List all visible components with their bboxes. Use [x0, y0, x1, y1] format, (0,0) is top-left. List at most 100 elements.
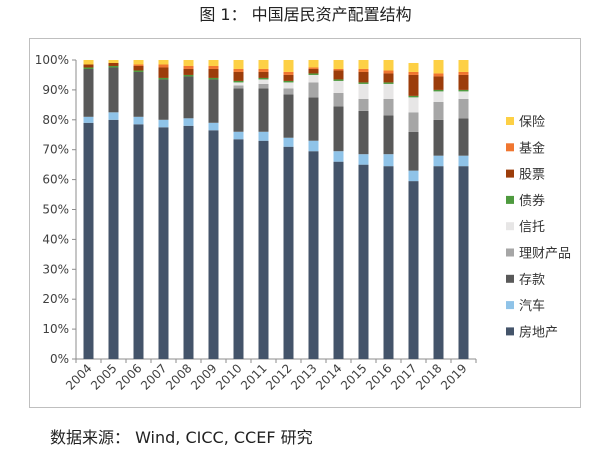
y-tick-label: 100% [35, 53, 69, 67]
bar-segment [83, 67, 94, 69]
bar-segment [83, 116, 94, 123]
bar-segment [458, 89, 469, 92]
bar-segment [358, 68, 369, 72]
bar-segment [133, 64, 144, 66]
x-tick-label: 2014 [313, 361, 344, 392]
bar-segment [383, 154, 394, 167]
legend-swatch [506, 117, 514, 125]
bar-segment [433, 91, 444, 102]
x-tick-label: 2005 [88, 361, 119, 392]
y-tick-label: 60% [42, 173, 69, 187]
bar-segment [458, 98, 469, 119]
x-tick-label: 2019 [438, 361, 469, 392]
legend-swatch [506, 169, 514, 178]
x-tick-label: 2007 [138, 361, 169, 392]
bar-segment [458, 166, 469, 359]
bar-segment [183, 76, 194, 119]
bar-segment [333, 92, 344, 107]
bar-segment [133, 71, 144, 117]
bar-segment [258, 77, 269, 80]
bar-segment [308, 60, 319, 68]
legend-label: 基金 [519, 140, 545, 156]
bar-segment [458, 60, 469, 72]
legend-label: 信托 [519, 220, 545, 235]
bar-segment [458, 155, 469, 167]
bar-segment [83, 68, 94, 117]
bar-segment [308, 82, 319, 98]
x-tick-label: 2017 [388, 361, 419, 392]
bar-segment [283, 146, 294, 359]
x-tick-label: 2015 [338, 361, 369, 392]
bar-segment [183, 60, 194, 66]
bar-segment [108, 119, 119, 359]
bar-segment [383, 60, 394, 71]
bar-segment [283, 94, 294, 138]
y-tick-label: 0% [50, 352, 69, 366]
bar-segment [383, 83, 394, 99]
bar-segment [108, 67, 119, 113]
legend-swatch [506, 301, 514, 310]
data-source-note: 数据来源： Wind, CICC, CCEF 研究 [50, 428, 313, 447]
bar-segment [433, 119, 444, 156]
bar-segment [208, 130, 219, 359]
bar-segment [408, 131, 419, 171]
bar-segment [158, 77, 169, 80]
legend-swatch [506, 143, 514, 152]
bar-segment [258, 88, 269, 132]
bar-segment [108, 60, 119, 63]
bar-segment [83, 64, 94, 68]
bar-segment [183, 118, 194, 126]
bar-segment [333, 161, 344, 359]
bar-segment [358, 71, 369, 83]
stacked-bar-chart: 0%10%20%30%40%50%60%70%80%90%100%2004200… [35, 53, 571, 393]
bar-segment [433, 89, 444, 92]
x-tick-label: 2006 [113, 361, 144, 392]
y-tick-label: 40% [42, 232, 69, 246]
bar-segment [183, 65, 194, 69]
bar-segment [158, 127, 169, 360]
bar-segment [133, 60, 144, 65]
legend-label: 房地产 [519, 324, 558, 340]
bar-segment [408, 62, 419, 72]
bar-segment [383, 73, 394, 83]
bar-segment [258, 71, 269, 78]
x-tick-label: 2008 [163, 361, 194, 392]
y-tick-label: 70% [42, 143, 69, 157]
bar-segment [308, 74, 319, 83]
bar-segment [208, 79, 219, 123]
bar-segment [158, 60, 169, 65]
bar-segment [308, 68, 319, 74]
bar-segment [358, 83, 369, 99]
bar-segment [408, 95, 419, 98]
bar-segment [283, 88, 294, 95]
bar-segment [158, 64, 169, 68]
legend-label: 债券 [519, 193, 545, 209]
bar-segment [308, 97, 319, 141]
bar-segment [383, 115, 394, 155]
bar-segment [258, 68, 269, 72]
bar-segment [83, 60, 94, 65]
bar-segment [208, 122, 219, 131]
bar-segment [208, 77, 219, 80]
bar-segment [158, 119, 169, 128]
figure-title: 图 1： 中国居民资产配置结构 [199, 5, 412, 24]
bar-segment [333, 60, 344, 69]
x-tick-label: 2018 [413, 361, 444, 392]
bar-segment [108, 65, 119, 68]
bar-segment [208, 65, 219, 69]
bar-segment [283, 60, 294, 72]
bar-segment [433, 76, 444, 90]
bar-segment [458, 74, 469, 90]
bar-segment [458, 118, 469, 156]
bar-segment [433, 101, 444, 120]
bar-segment [233, 80, 244, 83]
bar-segment [283, 71, 294, 75]
bar-segment [133, 65, 144, 71]
bar-segment [408, 181, 419, 359]
bar-segment [283, 74, 294, 81]
bar-segment [458, 71, 469, 75]
bar-segment [258, 140, 269, 359]
bar-segment [358, 154, 369, 165]
bar-segment [433, 166, 444, 359]
bar-segment [433, 155, 444, 167]
